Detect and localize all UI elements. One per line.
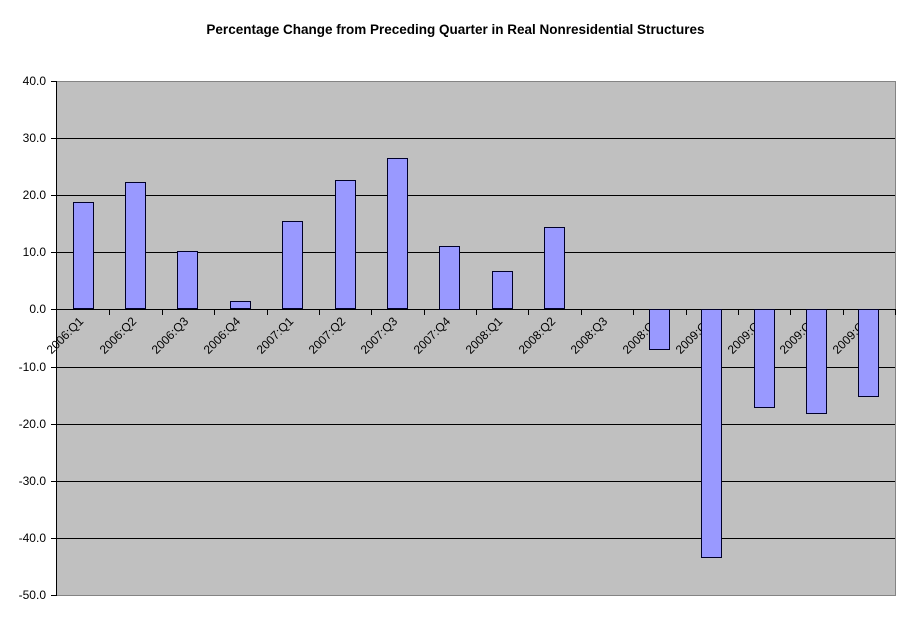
bar-2006:Q3 xyxy=(177,250,199,310)
y-axis-tick-label: -30.0 xyxy=(18,473,46,488)
x-axis-tick xyxy=(790,309,792,316)
plot-border-bottom xyxy=(57,595,895,596)
y-axis-tick xyxy=(51,595,57,596)
bar-2007:Q1 xyxy=(282,220,304,310)
y-axis-tick xyxy=(51,138,57,140)
y-axis-tick xyxy=(51,252,57,254)
bar-2008:Q2 xyxy=(544,226,566,310)
y-axis-tick xyxy=(51,537,57,539)
plot-border-top xyxy=(57,81,895,82)
bar-2008:Q1 xyxy=(491,270,513,310)
bar-2007:Q3 xyxy=(386,158,408,310)
x-axis-tick xyxy=(371,309,373,316)
bar-2009:Q2 xyxy=(753,309,775,409)
bar-2006:Q2 xyxy=(125,182,147,310)
x-axis-tick xyxy=(685,309,687,316)
y-axis-tick-label: 10.0 xyxy=(22,245,46,260)
bar-2009:Q1 xyxy=(701,309,723,559)
bar-2007:Q2 xyxy=(334,179,356,310)
gridline xyxy=(57,252,895,254)
y-axis-tick-label: -20.0 xyxy=(18,416,46,431)
y-axis-tick xyxy=(51,423,57,425)
y-axis-tick-label: -10.0 xyxy=(18,359,46,374)
y-axis-tick xyxy=(51,480,57,482)
y-axis-tick-label: 40.0 xyxy=(22,74,46,88)
x-axis-tick xyxy=(266,309,268,316)
plot-border-right xyxy=(895,81,896,596)
y-axis-tick-label: -40.0 xyxy=(18,530,46,545)
bar-2006:Q1 xyxy=(72,202,94,310)
bar-2008:Q4 xyxy=(648,309,670,351)
gridline xyxy=(57,366,895,368)
gridline xyxy=(57,537,895,539)
x-axis-tick xyxy=(318,309,320,316)
gridline xyxy=(57,138,895,140)
y-axis-tick xyxy=(51,366,57,368)
gridline xyxy=(57,423,895,425)
x-axis-tick xyxy=(528,309,530,316)
x-axis-tick xyxy=(580,309,582,316)
x-axis-tick xyxy=(895,309,896,316)
bar-2009:Q3 xyxy=(805,309,827,415)
x-axis-tick xyxy=(476,309,477,316)
bar-2006:Q4 xyxy=(229,300,251,310)
x-axis-tick xyxy=(161,309,163,316)
x-axis-tick xyxy=(109,309,111,316)
y-axis-tick-label: -50.0 xyxy=(18,588,46,602)
gridline xyxy=(57,195,895,197)
y-axis-tick xyxy=(51,309,57,311)
y-axis-tick-label: 20.0 xyxy=(22,188,46,203)
y-axis-line xyxy=(56,81,57,596)
y-axis-tick xyxy=(51,81,57,82)
x-axis-tick xyxy=(423,309,425,316)
gridline xyxy=(57,480,895,482)
x-axis-tick xyxy=(633,309,635,316)
y-axis-tick-label: 30.0 xyxy=(22,131,46,146)
chart-title: Percentage Change from Preceding Quarter… xyxy=(206,22,705,37)
x-axis-tick xyxy=(842,309,844,316)
x-axis-tick xyxy=(214,309,216,316)
bar-2009:Q4 xyxy=(858,309,880,398)
bar-2007:Q4 xyxy=(439,245,461,310)
y-axis-tick xyxy=(51,195,57,197)
y-axis-tick-label: 0.0 xyxy=(29,302,46,317)
x-axis-tick xyxy=(737,309,739,316)
